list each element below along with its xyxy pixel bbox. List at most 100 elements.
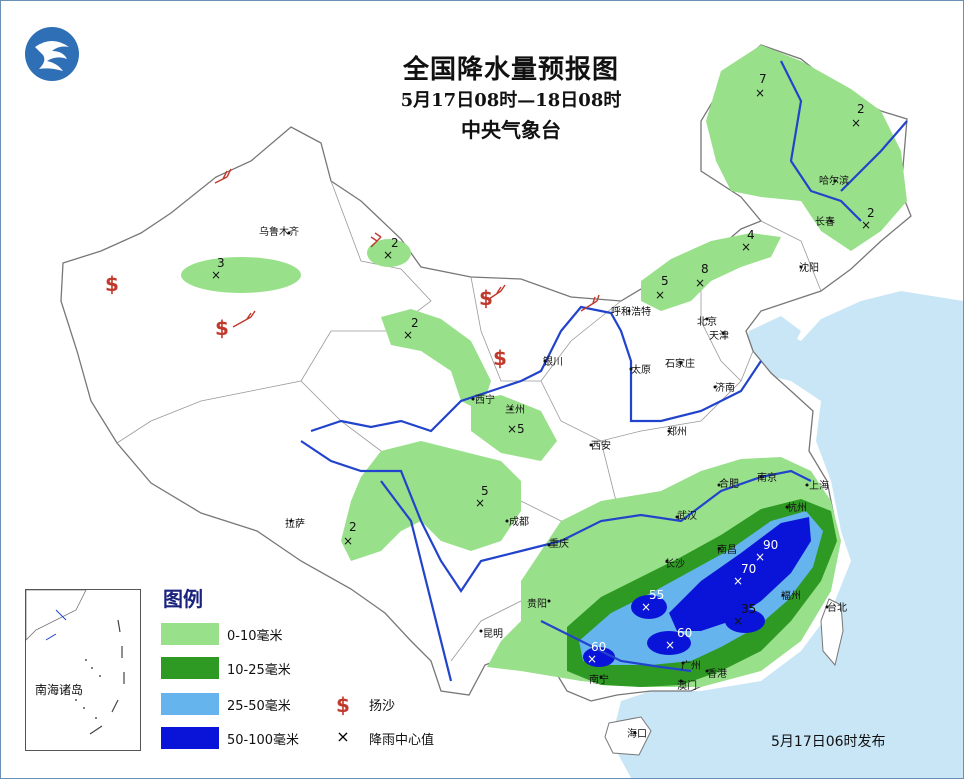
- sandstorm-ningxia: $: [493, 346, 507, 370]
- rain-center-70: 70×: [733, 562, 756, 588]
- city-taipei: 台北: [825, 601, 847, 614]
- svg-text:兰州: 兰州: [505, 403, 525, 416]
- svg-text:2: 2: [411, 316, 419, 330]
- legend-label: 25-50毫米: [227, 698, 291, 714]
- rain-center-55: 55×: [641, 588, 664, 614]
- svg-text:×: ×: [641, 600, 651, 614]
- songhua-river: [780, 60, 862, 222]
- svg-text:成都: 成都: [509, 516, 529, 528]
- svg-text:4: 4: [747, 228, 755, 242]
- inset-map: [25, 589, 125, 735]
- map-title-block: 全国降水量预报图 5月17日08时—18日08时 中央气象台: [331, 53, 691, 145]
- south-china-sea-inset: [25, 589, 141, 751]
- city-urumqi: 乌鲁木齐: [259, 225, 299, 238]
- legend-swatch-light-blue: [161, 693, 219, 715]
- wind-barbs: [214, 168, 600, 328]
- svg-text:昆明: 昆明: [483, 628, 503, 640]
- city-shijiazhuang: 石家庄: [665, 357, 695, 370]
- svg-text:南宁: 南宁: [589, 673, 609, 686]
- yangtze-river: [300, 440, 812, 593]
- sandstorm-south-xinjiang: $: [215, 316, 229, 340]
- city-chongqing: 重庆: [547, 537, 569, 550]
- svg-text:天津: 天津: [709, 330, 729, 342]
- rain-center-60-east: 60×: [665, 626, 692, 652]
- city-zhengzhou: 郑州: [667, 425, 687, 438]
- svg-text:上海: 上海: [809, 479, 829, 492]
- legend-item-sandstorm: $ 扬沙: [331, 693, 396, 717]
- rain-center-35: 35×: [733, 602, 756, 628]
- heilong-river: [840, 120, 908, 192]
- yellow-river: [310, 305, 762, 433]
- city-haikou: 海口: [627, 727, 647, 740]
- rain-center-5-north: 5×: [655, 274, 669, 302]
- svg-text:5: 5: [661, 274, 669, 288]
- city-chengdu: 成都: [505, 516, 529, 528]
- rain-center-5-gansu: 5×: [507, 422, 525, 436]
- legend-item-25-50: 25-50毫米: [161, 693, 291, 715]
- svg-text:贵阳: 贵阳: [527, 597, 547, 610]
- svg-text:7: 7: [759, 72, 767, 86]
- svg-text:×: ×: [403, 328, 413, 342]
- rain-center-2-xj: 2×: [383, 236, 399, 262]
- pearl-river: [540, 620, 692, 673]
- svg-text:长春: 长春: [815, 216, 835, 228]
- svg-text:2: 2: [349, 520, 357, 534]
- inset-label: 南海诸岛: [33, 681, 86, 698]
- city-hefei: 合肥: [717, 477, 739, 490]
- rain-center-90: 90×: [755, 538, 778, 564]
- legend-title: 图例: [163, 587, 203, 611]
- sandstorm-inner-mongolia: $: [479, 286, 493, 310]
- svg-text:×: ×: [655, 288, 665, 302]
- city-hangzhou: 杭州: [785, 501, 807, 514]
- svg-text:×: ×: [741, 240, 751, 254]
- svg-text:×: ×: [733, 614, 743, 628]
- svg-text:西宁: 西宁: [475, 393, 495, 406]
- svg-text:×: ×: [755, 550, 765, 564]
- city-changsha: 长沙: [665, 558, 685, 570]
- city-tianjin: 天津: [709, 330, 729, 342]
- svg-text:石家庄: 石家庄: [665, 357, 695, 370]
- rain-center-2-tibet: 2×: [343, 520, 357, 548]
- issue-time: 5月17日06时发布: [771, 734, 886, 750]
- city-nanjing: 南京: [757, 471, 777, 484]
- legend-item-rain-center: × 降雨中心值: [331, 727, 434, 749]
- svg-text:×: ×: [861, 218, 871, 232]
- sandstorm-west: $: [105, 272, 119, 296]
- svg-text:合肥: 合肥: [719, 477, 739, 490]
- lancang-river: [380, 480, 453, 682]
- issuer-name: 中央气象台: [461, 118, 561, 142]
- city-wuhan: 武汉: [675, 509, 697, 522]
- svg-text:济南: 济南: [715, 381, 735, 394]
- city-changchun: 长春: [815, 216, 835, 228]
- svg-text:×: ×: [733, 574, 743, 588]
- rain-center-60-west: 60×: [587, 640, 606, 666]
- city-xian: 西安: [589, 439, 611, 452]
- svg-text:35: 35: [741, 602, 756, 616]
- rain-center-5-sichuan: 5×: [475, 484, 489, 510]
- svg-text:90: 90: [763, 538, 778, 552]
- legend-swatch-light-green: [161, 623, 219, 645]
- svg-text:武汉: 武汉: [677, 509, 697, 522]
- legend-label: 扬沙: [369, 698, 396, 714]
- svg-text:长沙: 长沙: [665, 558, 685, 570]
- city-macau: 澳门: [677, 679, 697, 692]
- legend-label: 降雨中心值: [369, 732, 435, 748]
- svg-text:沈阳: 沈阳: [799, 261, 819, 274]
- legend-item-50-100: 50-100毫米: [161, 727, 299, 749]
- svg-text:60: 60: [677, 626, 692, 640]
- svg-text:×: ×: [343, 534, 353, 548]
- rain-center-2-qinghai: 2×: [403, 316, 419, 342]
- svg-text:重庆: 重庆: [549, 537, 569, 550]
- svg-text:5: 5: [481, 484, 489, 498]
- city-yinchuan: 银川: [543, 355, 563, 368]
- svg-text:哈尔滨: 哈尔滨: [819, 174, 849, 187]
- city-lanzhou: 兰州: [505, 403, 525, 416]
- svg-text:×: ×: [755, 86, 765, 100]
- rain-center-8: 8×: [695, 262, 709, 290]
- legend-label: 0-10毫米: [227, 628, 283, 644]
- city-labels: 乌鲁木齐 哈尔滨 长春 沈阳 呼和浩特 北京 天津 石家庄 太原 银川 西宁 兰…: [259, 174, 849, 740]
- city-hohhot: 呼和浩特: [611, 306, 651, 318]
- svg-text:拉萨: 拉萨: [285, 517, 305, 530]
